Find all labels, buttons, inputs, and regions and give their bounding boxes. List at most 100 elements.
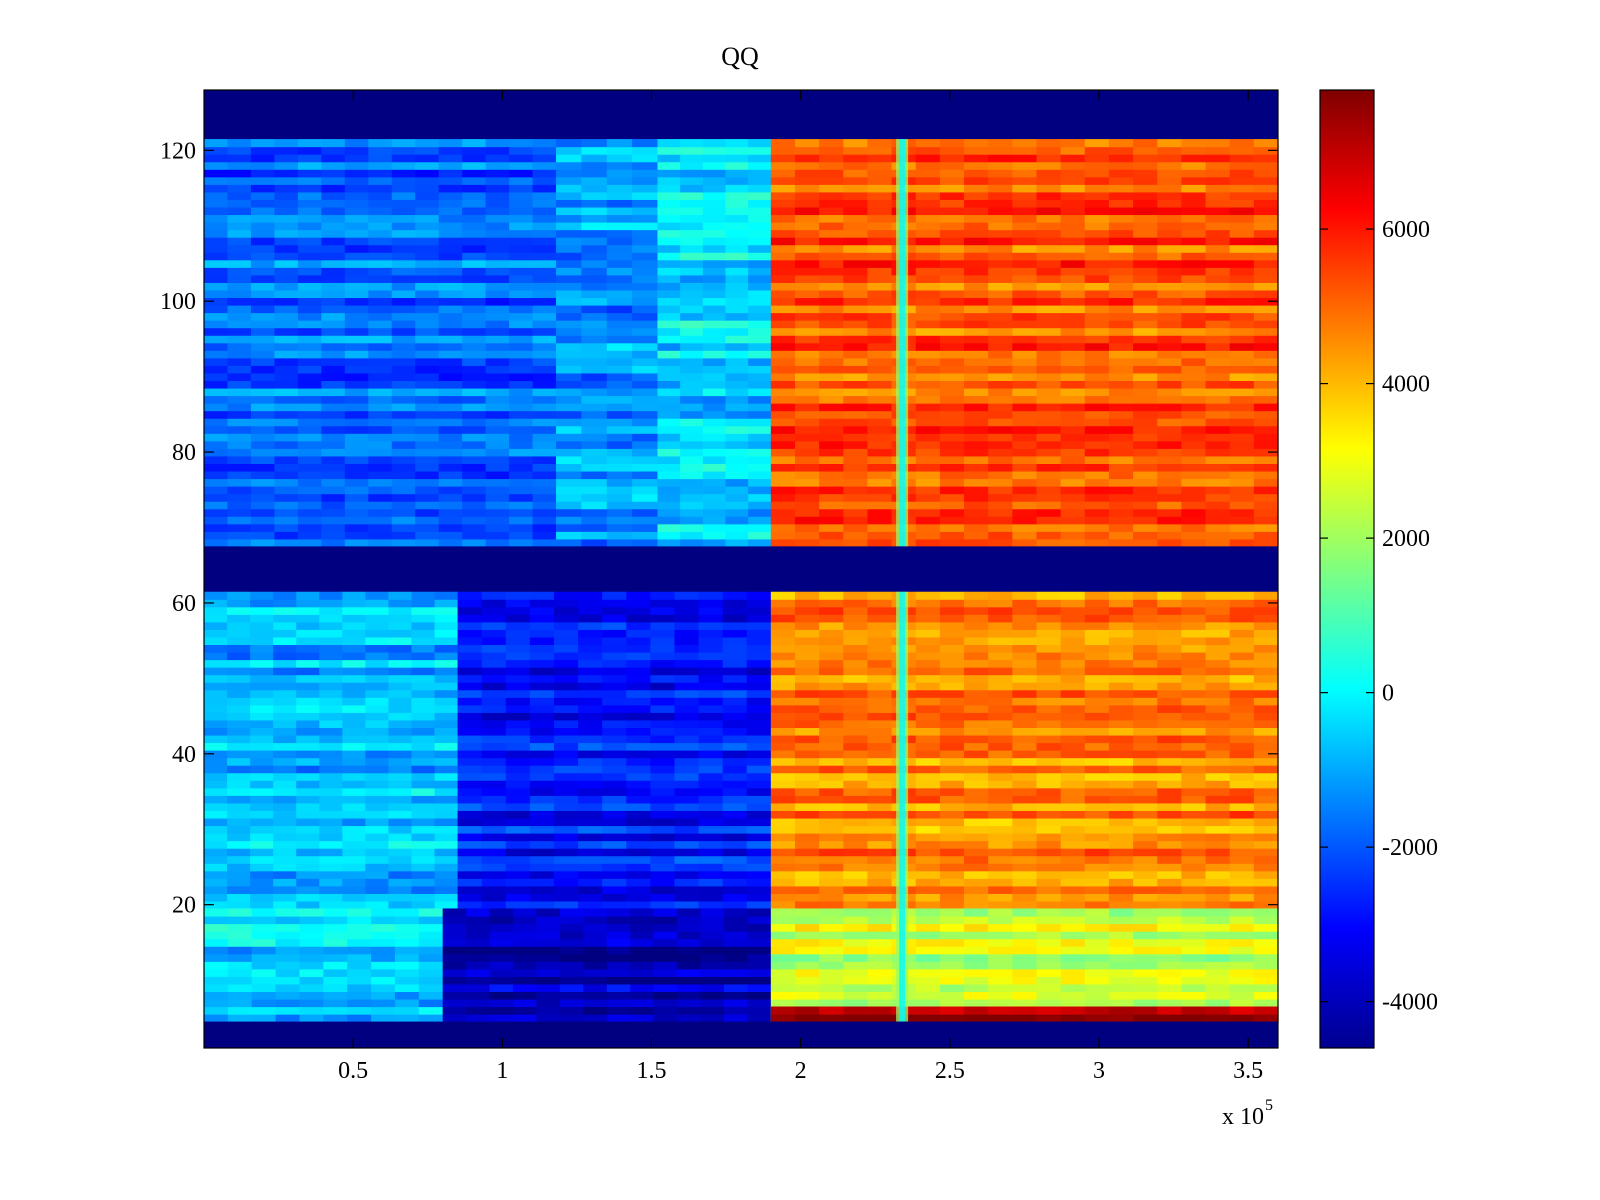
heatmap-cell [344, 169, 369, 178]
heatmap-cell [1133, 810, 1158, 819]
heatmap-cell [1205, 274, 1231, 283]
heatmap-cell [1084, 493, 1110, 502]
heatmap-cell [1181, 365, 1207, 374]
heatmap-cell [988, 403, 1013, 412]
heatmap-cell [632, 380, 659, 389]
heatmap-cell [556, 199, 582, 208]
heatmap-cell [274, 342, 299, 351]
heatmap-cell [368, 244, 393, 253]
heatmap-cell [819, 161, 844, 170]
heatmap-cell [296, 651, 320, 661]
heatmap-cell [1133, 976, 1158, 985]
heatmap-cell [583, 915, 608, 925]
heatmap-cell [915, 750, 941, 759]
heatmap-cell [650, 765, 676, 774]
heatmap-cell [274, 433, 299, 442]
heatmap-cell [532, 267, 557, 276]
heatmap-cell [632, 433, 659, 442]
heatmap-cell [1229, 146, 1255, 155]
heatmap-cell [251, 953, 277, 962]
heatmap-cell [368, 297, 393, 306]
heatmap-cell [481, 825, 507, 834]
heatmap-cell [939, 410, 965, 419]
heatmap-cell [457, 719, 483, 729]
heatmap-cell [1253, 667, 1279, 676]
heatmap-cell [505, 704, 531, 713]
heatmap-cell [204, 644, 228, 653]
heatmap-cell [1181, 342, 1207, 351]
heatmap-cell [553, 734, 579, 744]
heatmap-cell [1229, 538, 1255, 547]
heatmap-cell [578, 629, 603, 638]
heatmap-cell [680, 312, 704, 321]
heatmap-cell [939, 998, 965, 1008]
heatmap-cell [626, 765, 651, 774]
heatmap-cell [1205, 372, 1231, 382]
heatmap-cell [1084, 523, 1110, 532]
heatmap-cell [1205, 938, 1231, 947]
heatmap-cell [1181, 795, 1207, 804]
heatmap-cell [529, 704, 555, 713]
heatmap-region [770, 591, 1279, 910]
heatmap-cell [275, 961, 301, 970]
heatmap-cell [1060, 478, 1086, 487]
heatmap-cell [843, 523, 869, 532]
heatmap-cell [915, 644, 941, 653]
heatmap-cell [509, 425, 534, 434]
heatmap-cell [1229, 387, 1255, 397]
heatmap-cell [964, 719, 989, 729]
heatmap-cell [819, 742, 844, 751]
heatmap-cell [819, 214, 844, 223]
heatmap-cell [1205, 222, 1231, 231]
heatmap-cell [485, 139, 510, 148]
heatmap-cell [227, 297, 252, 306]
heatmap-cell [532, 440, 557, 449]
heatmap-cell [321, 478, 346, 487]
heatmap-cell [602, 629, 627, 638]
heatmap-cell [529, 750, 555, 759]
heatmap-cell [321, 403, 346, 412]
heatmap-cell [722, 787, 748, 796]
heatmap-cell [1084, 146, 1110, 155]
heatmap-cell [988, 697, 1013, 706]
heatmap-cell [867, 304, 893, 314]
heatmap-cell [843, 734, 869, 744]
heatmap-cell [650, 795, 676, 804]
heatmap-cell [770, 983, 796, 993]
heatmap-cell [532, 357, 557, 366]
heatmap-cell [273, 742, 297, 751]
heatmap-cell [915, 802, 941, 811]
heatmap-cell [342, 840, 366, 849]
heatmap-cell [602, 697, 627, 706]
heatmap-cell [794, 327, 820, 336]
heatmap-cell [680, 184, 704, 193]
heatmap-cell [462, 350, 487, 359]
heatmap-cell [296, 734, 320, 744]
heatmap-cell [725, 516, 749, 525]
heatmap-cell [556, 259, 582, 268]
heatmap-cell [578, 621, 603, 630]
heatmap-cell [581, 342, 608, 351]
heatmap-cell [227, 682, 251, 691]
heatmap-cell [867, 817, 893, 827]
heatmap-cell [365, 840, 390, 849]
heatmap-cell [466, 983, 491, 993]
heatmap-cell [1012, 357, 1038, 366]
heatmap-cell [509, 508, 534, 517]
heatmap-cell [273, 900, 297, 910]
heatmap-cell [698, 885, 724, 894]
heatmap-cell [794, 244, 820, 253]
heatmap-cell [1084, 304, 1110, 314]
heatmap-cell [581, 169, 608, 178]
heatmap-cell [1229, 968, 1255, 977]
heatmap-cell [342, 697, 366, 706]
heatmap-cell [344, 448, 369, 457]
heatmap-cell [1108, 674, 1134, 683]
heatmap-cell [1157, 267, 1182, 276]
heatmap-cell [1084, 455, 1110, 464]
heatmap-cell [462, 342, 487, 351]
heatmap-cell [939, 501, 965, 510]
heatmap-cell [1157, 191, 1182, 200]
heatmap-cell [391, 448, 416, 457]
heatmap-cell [722, 712, 748, 721]
